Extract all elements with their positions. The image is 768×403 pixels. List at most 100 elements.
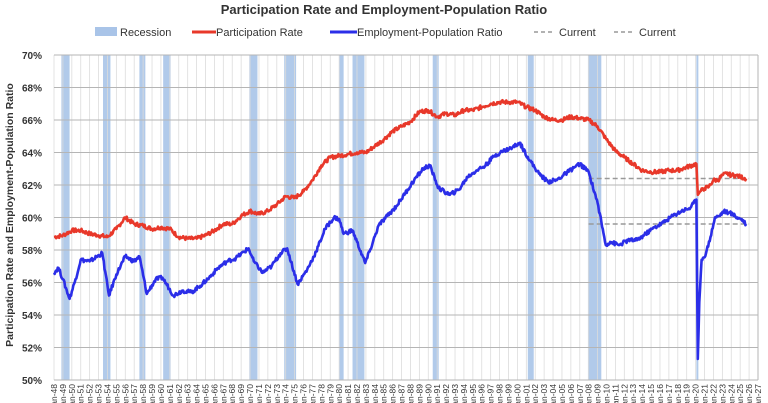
legend-participation-label: Participation Rate — [216, 27, 303, 39]
x-tick-label: Jan-78 — [316, 384, 326, 403]
x-tick-label: Jan-27 — [753, 384, 763, 403]
x-tick-label: Jan-71 — [254, 384, 264, 403]
x-tick-label: Jan-13 — [628, 384, 638, 403]
x-tick-label: Jan-68 — [227, 384, 237, 403]
x-tick-label: Jan-01 — [521, 384, 531, 403]
legend-current-label: Current — [559, 27, 596, 39]
x-tick-label: Jan-84 — [370, 384, 380, 403]
x-tick-label: Jan-58 — [138, 384, 148, 403]
y-tick-label: 52% — [22, 344, 42, 355]
x-tick-label: Jan-17 — [664, 384, 674, 403]
x-tick-label: Jan-00 — [512, 384, 522, 403]
x-tick-label: Jan-50 — [67, 384, 77, 403]
x-tick-label: Jan-92 — [441, 384, 451, 403]
x-tick-label: Jan-11 — [610, 384, 620, 403]
y-tick-label: 64% — [22, 149, 42, 160]
x-tick-label: Jan-59 — [147, 384, 157, 403]
x-tick-label: Jan-88 — [405, 384, 415, 403]
x-tick-label: Jan-74 — [281, 384, 291, 403]
x-tick-label: Jan-89 — [414, 384, 424, 403]
x-tick-label: Jan-08 — [584, 384, 594, 403]
x-tick-label: Jan-54 — [102, 384, 112, 403]
x-tick-label: Jan-82 — [352, 384, 362, 403]
x-tick-label: Jan-18 — [673, 384, 683, 403]
x-tick-label: Jan-26 — [744, 384, 754, 403]
x-tick-label: Jan-04 — [548, 384, 558, 403]
x-tick-label: Jan-73 — [272, 384, 282, 403]
employment-population-ratio-line — [52, 141, 748, 361]
x-tick-label: Jan-98 — [495, 384, 505, 403]
x-tick-label: Jan-56 — [120, 384, 130, 403]
legend: Recession Participation Rate Employment-Po… — [95, 27, 676, 39]
x-tick-label: Jan-70 — [245, 384, 255, 403]
x-tick-label: Jan-95 — [468, 384, 478, 403]
y-tick-label: 54% — [22, 311, 42, 322]
x-tick-label: Jan-96 — [477, 384, 487, 403]
x-tick-label: Jan-97 — [486, 384, 496, 403]
y-tick-label: 58% — [22, 246, 42, 257]
legend-recession-swatch — [95, 27, 117, 36]
y-tick-label: 56% — [22, 279, 42, 290]
x-tick-label: Jan-76 — [299, 384, 309, 403]
x-tick-label: Jan-19 — [682, 384, 692, 403]
legend-current-label: Current — [639, 27, 676, 39]
x-tick-label: Jan-81 — [343, 384, 353, 403]
x-tick-label: Jan-49 — [58, 384, 68, 403]
x-tick-label: Jan-90 — [423, 384, 433, 403]
x-tick-label: Jan-55 — [111, 384, 121, 403]
x-tick-label: Jan-79 — [325, 384, 335, 403]
grid — [53, 54, 759, 381]
chart-title: Participation Rate and Employment-Popula… — [221, 2, 548, 17]
x-tick-label: Jan-60 — [156, 384, 166, 403]
x-tick-label: Jan-77 — [307, 384, 317, 403]
y-tick-label: 66% — [22, 116, 42, 127]
x-tick-label: Jan-67 — [218, 384, 228, 403]
x-tick-label: Jan-51 — [76, 384, 86, 403]
y-tick-label: 50% — [22, 376, 42, 387]
x-tick-label: Jan-63 — [183, 384, 193, 403]
x-tick-label: Jan-48 — [49, 384, 59, 403]
x-tick-label: Jan-02 — [530, 384, 540, 403]
series-lines — [52, 99, 750, 361]
x-tick-label: Jan-21 — [700, 384, 710, 403]
x-tick-label: Jan-09 — [593, 384, 603, 403]
x-tick-label: Jan-75 — [290, 384, 300, 403]
x-tick-label: Jan-12 — [619, 384, 629, 403]
x-tick-label: Jan-25 — [735, 384, 745, 403]
legend-recession-label: Recession — [120, 27, 171, 39]
x-tick-label: Jan-93 — [450, 384, 460, 403]
x-tick-label: Jan-24 — [726, 384, 736, 403]
x-tick-label: Jan-65 — [200, 384, 210, 403]
y-axis-ticks: 50% 52% 54% 56% 58% 60% 62% 64% 66% 68% 70% — [22, 51, 42, 387]
x-tick-label: Jan-69 — [236, 384, 246, 403]
x-tick-label: Jan-99 — [503, 384, 513, 403]
x-tick-label: Jan-22 — [708, 384, 718, 403]
y-axis-label: Participation Rate and Employment-Popula… — [4, 83, 16, 347]
x-tick-label: Jan-23 — [717, 384, 727, 403]
x-tick-label: Jan-80 — [334, 384, 344, 403]
x-tick-label: Jan-03 — [539, 384, 549, 403]
x-tick-label: Jan-16 — [655, 384, 665, 403]
y-tick-label: 68% — [22, 84, 42, 95]
x-tick-label: Jan-86 — [388, 384, 398, 403]
x-tick-label: Jan-87 — [397, 384, 407, 403]
x-tick-label: Jan-85 — [379, 384, 389, 403]
x-tick-label: Jan-14 — [637, 384, 647, 403]
x-tick-label: Jan-72 — [263, 384, 273, 403]
x-tick-label: Jan-52 — [85, 384, 95, 403]
x-tick-label: Jan-83 — [361, 384, 371, 403]
x-tick-label: Jan-20 — [691, 384, 701, 403]
x-tick-label: Jan-05 — [557, 384, 567, 403]
x-axis-ticks: Jan-48Jan-49Jan-50Jan-51Jan-52Jan-53Jan-… — [49, 384, 763, 403]
y-tick-label: 60% — [22, 214, 42, 225]
x-tick-label: Jan-61 — [165, 384, 175, 403]
x-tick-label: Jan-62 — [174, 384, 184, 403]
x-tick-label: Jan-64 — [192, 384, 202, 403]
participation-rate-line — [53, 99, 748, 242]
x-tick-label: Jan-15 — [646, 384, 656, 403]
x-tick-label: Jan-91 — [432, 384, 442, 403]
legend-employment-label: Employment-Population Ratio — [357, 27, 503, 39]
x-tick-label: Jan-10 — [602, 384, 612, 403]
y-tick-label: 70% — [22, 51, 42, 62]
